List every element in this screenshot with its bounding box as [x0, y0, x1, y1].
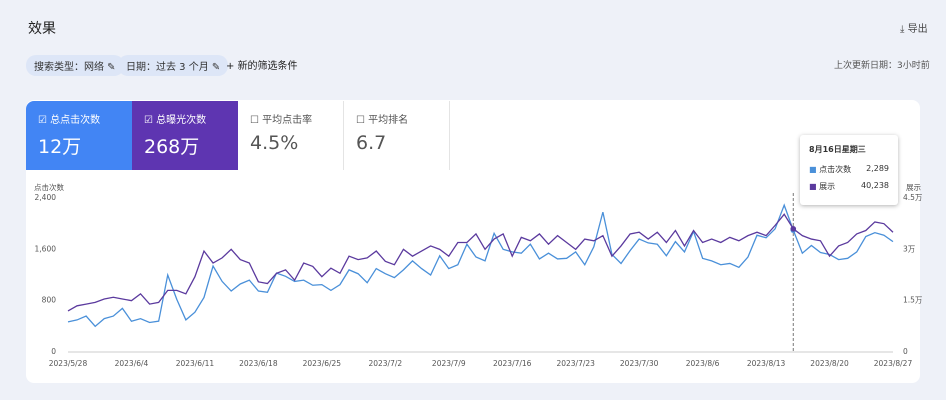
y-tick-label: 1.5万	[903, 296, 923, 305]
tooltip-value: 40,238	[861, 181, 889, 190]
filter-chip[interactable]: 搜索类型：网络 ✎	[26, 55, 124, 76]
tooltip-label: 点击次数	[819, 165, 852, 174]
card-label: 总曝光次数	[156, 115, 207, 126]
y-tick-label: 3万	[903, 244, 916, 253]
x-tick-label: 2023/7/30	[620, 359, 659, 368]
x-tick-label: 2023/7/2	[368, 359, 402, 368]
x-tick-label: 2023/8/27	[874, 359, 913, 368]
x-tick-label: 2023/6/25	[303, 359, 342, 368]
tooltip-label: 展示	[819, 182, 836, 191]
series-line	[67, 203, 894, 328]
page-title: 效果	[28, 21, 56, 37]
card-value: 12万	[38, 136, 82, 158]
export-button[interactable]: ⤓ 导出	[900, 24, 928, 35]
series-line	[67, 213, 894, 312]
card-value: 6.7	[356, 132, 387, 154]
card-value: 268万	[144, 136, 200, 158]
y-tick-label: 0	[51, 347, 56, 356]
x-tick-label: 2023/8/20	[810, 359, 849, 368]
card-label: 平均排名	[368, 115, 409, 126]
tooltip-value: 2,289	[866, 164, 889, 173]
card-label: 平均点击率	[262, 115, 313, 126]
chip-label: 日期：过去 3 个月	[126, 62, 209, 73]
add-filter-label: 新的筛选条件	[237, 61, 298, 72]
y-tick-label: 800	[42, 296, 57, 305]
y-tick-label: 1,600	[35, 244, 57, 253]
x-tick-label: 2023/6/18	[239, 359, 278, 368]
tooltip: 8月16日星期三 ■ 点击次数 2,289 ■ 展示 40,238	[800, 135, 898, 205]
card-label: 总点击次数	[50, 115, 101, 126]
y2-axis-title: 展示	[906, 183, 921, 192]
chip-label: 搜索类型：网络	[34, 62, 104, 73]
metric-card[interactable]: ☐ 平均点击率 4.5%	[238, 101, 344, 170]
x-tick-label: 2023/7/23	[556, 359, 595, 368]
tooltip-title: 8月16日星期三	[809, 145, 866, 154]
x-tick-label: 2023/7/9	[432, 359, 466, 368]
card-value: 4.5%	[250, 132, 299, 154]
hover-point	[790, 226, 797, 232]
updated-text: 上次更新日期：3小时前	[834, 61, 930, 71]
x-tick-label: 2023/6/4	[115, 359, 149, 368]
export-label: 导出	[907, 24, 928, 35]
add-filter[interactable]: + 新的筛选条件	[226, 61, 298, 72]
metric-card[interactable]: ☐ 平均排名 6.7	[344, 101, 450, 170]
x-tick-label: 2023/8/6	[686, 359, 720, 368]
y-tick-label: 2,400	[35, 193, 57, 202]
filter-chip[interactable]: 日期：过去 3 个月 ✎	[118, 55, 229, 76]
x-tick-label: 2023/6/11	[176, 359, 215, 368]
x-tick-label: 2023/5/28	[49, 359, 88, 368]
y-axis-title: 点击次数	[34, 182, 64, 192]
metric-card[interactable]: ☑ 总曝光次数 268万	[132, 101, 238, 170]
y-tick-label: 0	[903, 347, 908, 356]
x-tick-label: 2023/7/16	[493, 359, 532, 368]
y-tick-label: 4.5万	[903, 193, 923, 202]
x-tick-label: 2023/8/13	[747, 359, 786, 368]
metric-card[interactable]: ☑ 总点击次数 12万	[26, 101, 132, 170]
